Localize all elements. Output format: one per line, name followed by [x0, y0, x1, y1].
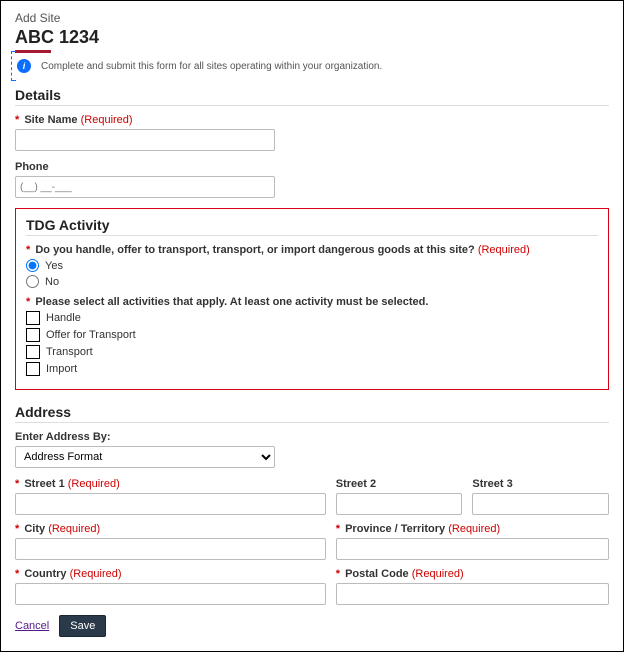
save-button[interactable]: Save: [59, 615, 106, 637]
field-street2: Street 2: [336, 478, 473, 515]
country-postal-row: * Country (Required) * Postal Code (Requ…: [15, 568, 609, 605]
tdg-instruction-text: Please select all activities that apply.…: [35, 296, 428, 308]
address-format-select[interactable]: Address Format: [15, 446, 275, 468]
field-enter-address-by: Enter Address By: Address Format: [15, 431, 609, 468]
street2-label: Street 2: [336, 478, 463, 490]
city-label-text: City: [24, 523, 45, 535]
checkbox-transport[interactable]: [26, 345, 40, 359]
section-rule-address: [15, 422, 609, 423]
field-street3: Street 3: [472, 478, 609, 515]
section-title-address: Address: [15, 404, 609, 420]
street3-label: Street 3: [472, 478, 609, 490]
title-underline: [15, 50, 51, 53]
field-province: * Province / Territory (Required): [336, 523, 609, 560]
section-title-details: Details: [15, 87, 609, 103]
required-text: (Required): [48, 523, 100, 535]
radio-no-label: No: [45, 276, 59, 288]
info-icon: i: [17, 59, 31, 73]
field-street1: * Street 1 (Required): [15, 478, 336, 515]
street1-label: * Street 1 (Required): [15, 478, 326, 490]
province-label-text: Province / Territory: [345, 523, 445, 535]
checkbox-offer-label: Offer for Transport: [46, 329, 136, 341]
check-row-transport: Transport: [26, 345, 598, 359]
check-row-import: Import: [26, 362, 598, 376]
button-row: Cancel Save: [15, 615, 609, 637]
tdg-activity-box: TDG Activity * Do you handle, offer to t…: [15, 208, 609, 390]
required-asterisk: *: [15, 114, 19, 126]
required-text: (Required): [68, 478, 120, 490]
required-text: (Required): [478, 244, 530, 256]
radio-yes[interactable]: [26, 259, 39, 272]
country-label: * Country (Required): [15, 568, 326, 580]
street1-input[interactable]: [15, 493, 326, 515]
enter-address-by-label: Enter Address By:: [15, 431, 609, 443]
city-province-row: * City (Required) * Province / Territory…: [15, 523, 609, 560]
checkbox-handle[interactable]: [26, 311, 40, 325]
country-label-text: Country: [24, 568, 66, 580]
page-pretitle: Add Site: [15, 11, 609, 25]
phone-input[interactable]: [15, 176, 275, 198]
city-label: * City (Required): [15, 523, 326, 535]
checkbox-import-label: Import: [46, 363, 77, 375]
required-asterisk: *: [15, 523, 19, 535]
info-bracket: [11, 51, 14, 81]
site-name-label: * Site Name (Required): [15, 114, 609, 126]
required-asterisk: *: [15, 478, 19, 490]
field-phone: Phone: [15, 161, 609, 198]
radio-no[interactable]: [26, 275, 39, 288]
tdg-instruction-label: * Please select all activities that appl…: [26, 296, 598, 308]
street1-label-text: Street 1: [24, 478, 64, 490]
country-input[interactable]: [15, 583, 326, 605]
street3-input[interactable]: [472, 493, 609, 515]
street2-input[interactable]: [336, 493, 463, 515]
field-country: * Country (Required): [15, 568, 336, 605]
radio-yes-label: Yes: [45, 260, 63, 272]
field-postal: * Postal Code (Required): [336, 568, 609, 605]
site-name-label-text: Site Name: [24, 114, 77, 126]
checkbox-transport-label: Transport: [46, 346, 93, 358]
province-label: * Province / Territory (Required): [336, 523, 609, 535]
check-row-handle: Handle: [26, 311, 598, 325]
required-asterisk: *: [26, 244, 30, 256]
info-banner: i Complete and submit this form for all …: [15, 59, 609, 73]
tdg-question-label: * Do you handle, offer to transport, tra…: [26, 244, 598, 256]
radio-yes-row: Yes: [26, 259, 598, 272]
page-title: ABC 1234: [15, 27, 609, 48]
checkbox-offer[interactable]: [26, 328, 40, 342]
checkbox-handle-label: Handle: [46, 312, 81, 324]
required-text: (Required): [81, 114, 133, 126]
city-input[interactable]: [15, 538, 326, 560]
street-grid: * Street 1 (Required) Street 2 Street 3: [15, 478, 609, 515]
field-site-name: * Site Name (Required): [15, 114, 609, 151]
section-title-tdg: TDG Activity: [26, 217, 598, 233]
page-frame: Add Site ABC 1234 i Complete and submit …: [0, 0, 624, 652]
required-asterisk: *: [26, 296, 30, 308]
field-city: * City (Required): [15, 523, 336, 560]
required-text: (Required): [70, 568, 122, 580]
check-row-offer: Offer for Transport: [26, 328, 598, 342]
section-rule: [15, 105, 609, 106]
required-asterisk: *: [336, 568, 340, 580]
province-input[interactable]: [336, 538, 609, 560]
required-text: (Required): [412, 568, 464, 580]
info-text: Complete and submit this form for all si…: [41, 61, 382, 72]
postal-input[interactable]: [336, 583, 609, 605]
postal-label-text: Postal Code: [345, 568, 409, 580]
checkbox-import[interactable]: [26, 362, 40, 376]
section-rule-tdg: [26, 235, 598, 236]
site-name-input[interactable]: [15, 129, 275, 151]
required-asterisk: *: [336, 523, 340, 535]
radio-no-row: No: [26, 275, 598, 288]
required-text: (Required): [448, 523, 500, 535]
postal-label: * Postal Code (Required): [336, 568, 609, 580]
tdg-question-text: Do you handle, offer to transport, trans…: [35, 244, 474, 256]
cancel-button[interactable]: Cancel: [15, 620, 49, 632]
required-asterisk: *: [15, 568, 19, 580]
phone-label: Phone: [15, 161, 609, 173]
